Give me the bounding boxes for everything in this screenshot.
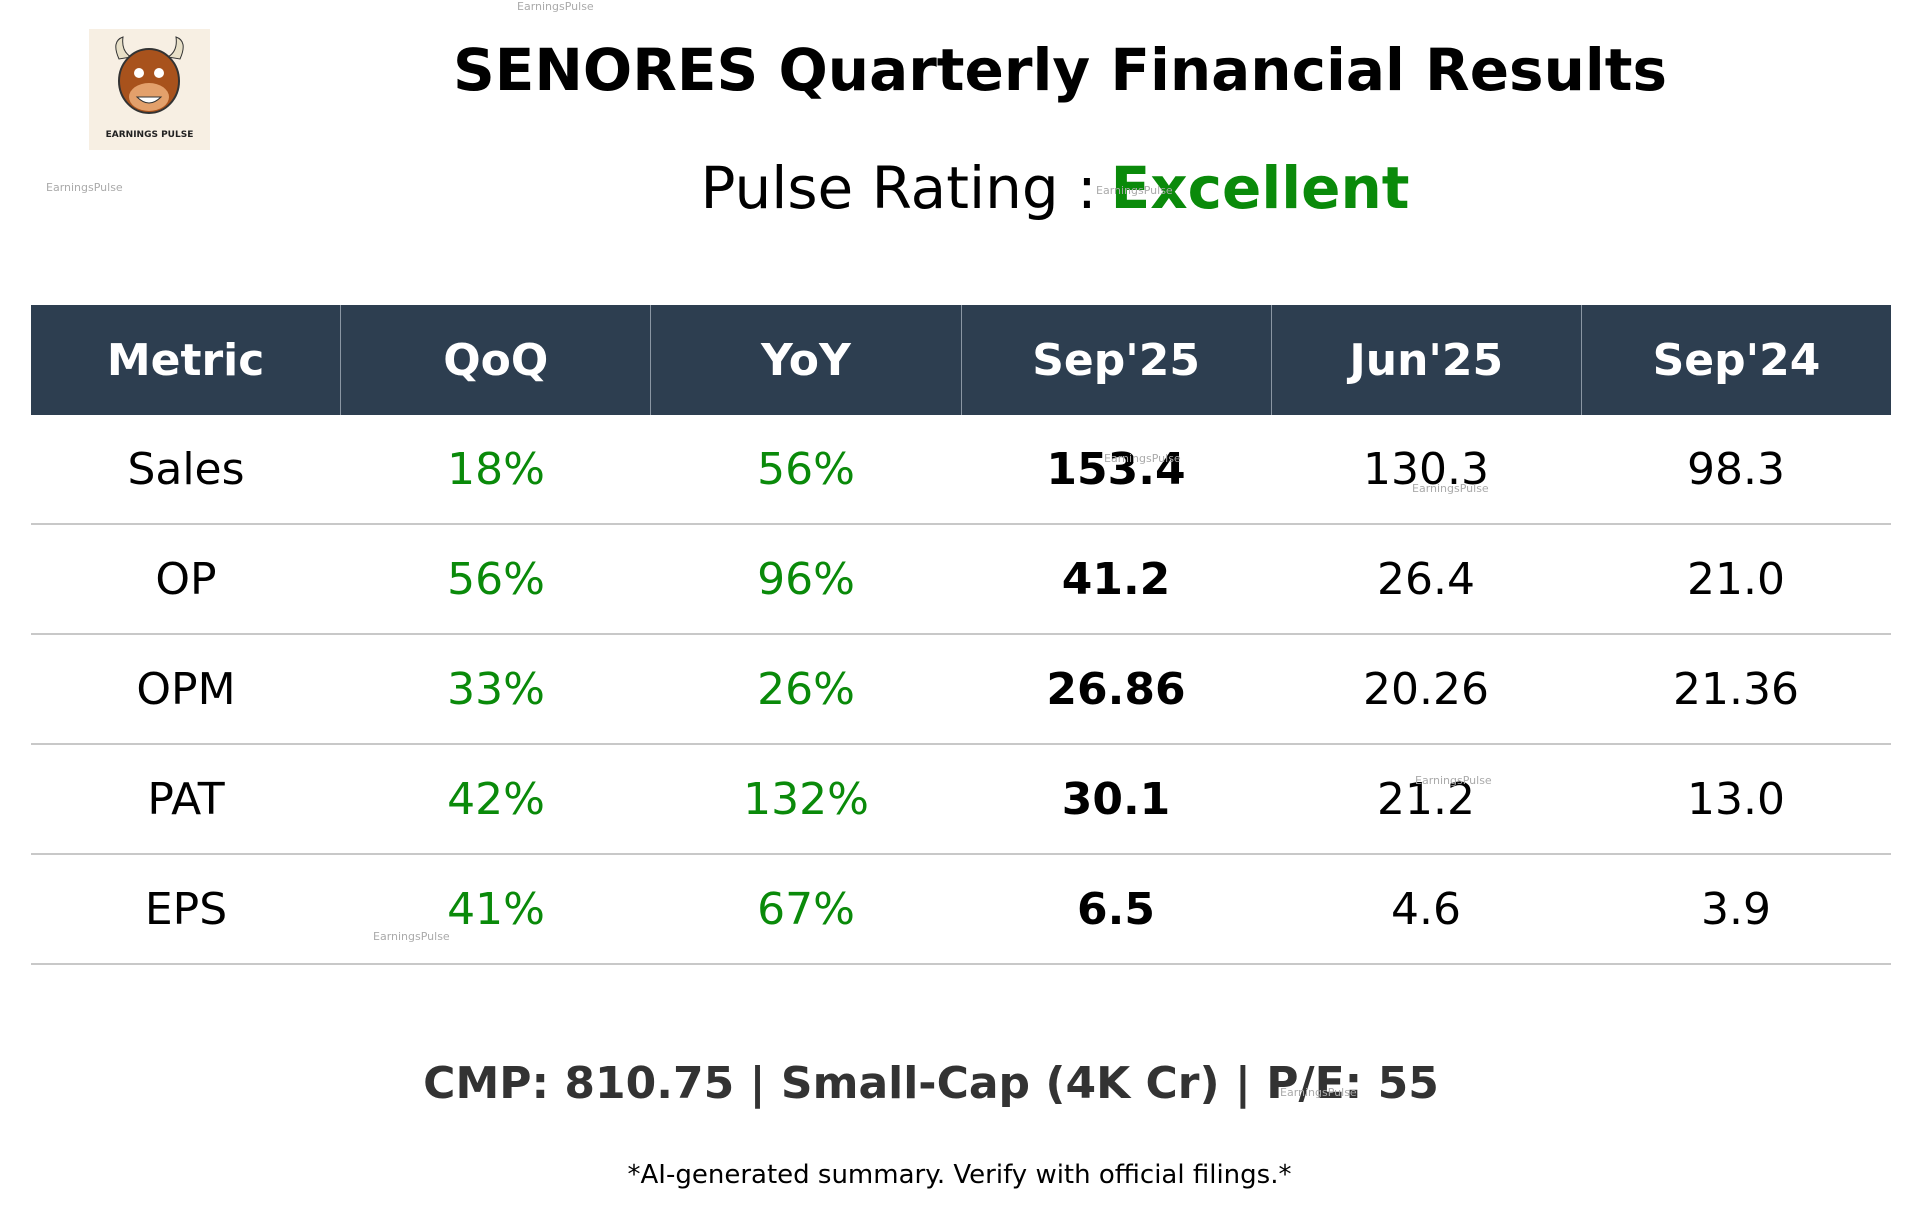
value-cell: 56% xyxy=(757,443,855,495)
column-header: Jun'25 xyxy=(1272,305,1582,415)
value-cell: 3.9 xyxy=(1701,883,1771,935)
value-cell: 18% xyxy=(447,443,545,495)
metric-cell: Sales xyxy=(127,443,245,495)
value-cell: 132% xyxy=(743,773,869,825)
disclaimer: *AI-generated summary. Verify with offic… xyxy=(627,1160,1292,1190)
metric-cell: EPS xyxy=(144,883,228,935)
logo: EARNINGS PULSE xyxy=(89,29,210,150)
value-cell: 26% xyxy=(757,663,855,715)
column-header: QoQ xyxy=(341,305,652,415)
table-row: OP 56% 96% 41.2 26.4 21.0 xyxy=(31,525,1891,635)
rating-label: Pulse Rating : xyxy=(700,154,1097,222)
table-row: Sales 18% 56% 153.4 130.3 98.3 xyxy=(31,415,1891,525)
metric-cell: OP xyxy=(155,553,217,605)
value-cell: 21.0 xyxy=(1687,553,1785,605)
rating-value: Excellent xyxy=(1110,154,1410,222)
value-cell: 26.4 xyxy=(1377,553,1475,605)
table-row: OPM 33% 26% 26.86 20.26 21.36 xyxy=(31,635,1891,745)
column-header: Sep'25 xyxy=(962,305,1272,415)
value-cell: 153.4 xyxy=(1046,443,1186,495)
value-cell: 33% xyxy=(447,663,545,715)
value-cell: 130.3 xyxy=(1363,443,1489,495)
market-summary: CMP: 810.75 | Small-Cap (4K Cr) | P/E: 5… xyxy=(423,1058,1439,1109)
value-cell: 42% xyxy=(447,773,545,825)
header-row: Metric QoQ YoY Sep'25 Jun'25 Sep'24 xyxy=(31,305,1891,415)
watermark: EarningsPulse xyxy=(1104,452,1181,465)
value-cell: 96% xyxy=(757,553,855,605)
value-cell: 13.0 xyxy=(1687,773,1785,825)
value-cell: 30.1 xyxy=(1061,773,1171,825)
watermark: EarningsPulse xyxy=(1415,774,1492,787)
watermark: EarningsPulse xyxy=(1412,482,1489,495)
value-cell: 26.86 xyxy=(1046,663,1186,715)
results-table: Metric QoQ YoY Sep'25 Jun'25 Sep'24 Sales 18% 56… xyxy=(31,305,1891,965)
logo-icon xyxy=(115,36,184,114)
value-cell: 41.2 xyxy=(1061,553,1171,605)
column-header: Sep'24 xyxy=(1652,334,1821,386)
watermark: EarningsPulse xyxy=(1280,1086,1357,1099)
value-cell: 56% xyxy=(447,553,545,605)
watermark: EarningsPulse xyxy=(517,0,594,13)
column-header: YoY xyxy=(651,305,962,415)
metric-cell: PAT xyxy=(147,773,225,825)
value-cell: 6.5 xyxy=(1077,883,1155,935)
table-row: EPS 41% 67% 6.5 4.6 3.9 xyxy=(31,855,1891,965)
value-cell: 20.26 xyxy=(1363,663,1489,715)
metric-cell: OPM xyxy=(136,663,236,715)
value-cell: 67% xyxy=(757,883,855,935)
value-cell: 21.36 xyxy=(1673,663,1799,715)
watermark: EarningsPulse xyxy=(46,181,123,194)
value-cell: 41% xyxy=(447,883,545,935)
title: SENORES Quarterly Financial Results xyxy=(452,36,1667,104)
watermark: EarningsPulse xyxy=(1096,184,1173,197)
column-header: Metric xyxy=(31,305,342,415)
logo-text: EARNINGS PULSE xyxy=(105,130,194,140)
value-cell: 21.2 xyxy=(1377,773,1475,825)
rating-line: Pulse Rating : Excellent xyxy=(0,154,1919,222)
table-row: PAT 42% 132% 30.1 21.2 13.0 xyxy=(31,745,1891,855)
watermark: EarningsPulse xyxy=(373,930,450,943)
value-cell: 4.6 xyxy=(1391,883,1461,935)
value-cell: 98.3 xyxy=(1687,443,1785,495)
